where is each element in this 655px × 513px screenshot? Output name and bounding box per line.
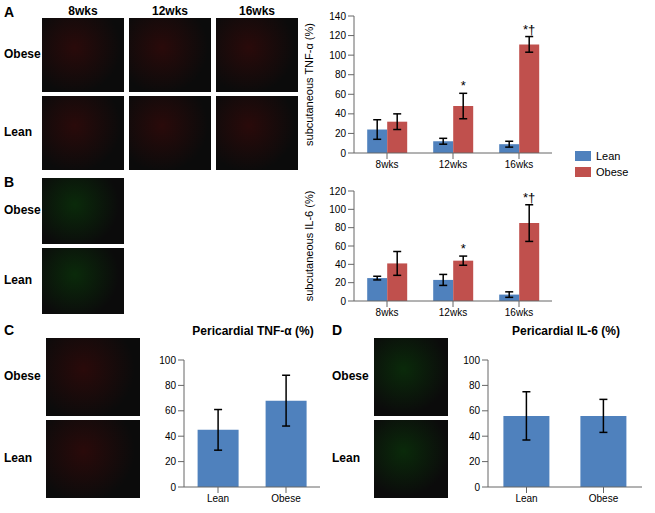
svg-text:40: 40 (165, 431, 177, 442)
html-text:8wks: 8wks (68, 4, 98, 18)
svg-text:0: 0 (474, 482, 480, 493)
svg-text:120: 120 (329, 30, 346, 41)
svg-text:0: 0 (340, 296, 346, 307)
svg-text:100: 100 (159, 355, 176, 366)
svg-text:Obese: Obese (589, 493, 619, 504)
html-text:D: D (332, 322, 343, 338)
svg-text:16wks: 16wks (505, 307, 533, 318)
svg-text:20: 20 (335, 277, 347, 288)
html-text:Obese: Obese (4, 369, 41, 383)
svg-text:subcutaneous TNF-α (%): subcutaneous TNF-α (%) (303, 23, 315, 146)
svg-text:120: 120 (329, 186, 346, 197)
html-text:Lean: Lean (596, 150, 621, 162)
svg-text:80: 80 (165, 380, 177, 391)
svg-text:20: 20 (165, 456, 177, 467)
svg-text:16wks: 16wks (505, 159, 533, 170)
svg-text:20: 20 (335, 128, 347, 139)
svg-text:*†: *† (523, 22, 535, 37)
html-text:A: A (4, 4, 15, 20)
svg-text:Lean: Lean (207, 493, 229, 504)
svg-text:subcutaneous IL-6 (%): subcutaneous IL-6 (%) (303, 191, 315, 302)
html-text:B: B (4, 174, 15, 190)
svg-text:80: 80 (335, 69, 347, 80)
svg-text:0: 0 (170, 482, 176, 493)
svg-text:40: 40 (335, 259, 347, 270)
svg-text:60: 60 (335, 241, 347, 252)
svg-text:100: 100 (463, 355, 480, 366)
html-text:Lean: Lean (4, 273, 32, 287)
svg-text:Obese: Obese (271, 493, 301, 504)
html-text:C: C (4, 322, 15, 338)
svg-text:80: 80 (469, 380, 481, 391)
svg-text:12wks: 12wks (439, 159, 467, 170)
svg-text:60: 60 (165, 405, 177, 416)
svg-text:20: 20 (469, 456, 481, 467)
svg-text:60: 60 (335, 89, 347, 100)
html-text:Obese: Obese (4, 203, 41, 217)
html-text:Obese: Obese (596, 166, 629, 178)
html-text:Lean: Lean (4, 451, 32, 465)
svg-text:40: 40 (335, 108, 347, 119)
svg-text:Lean: Lean (515, 493, 537, 504)
html-text:Pericardial IL-6 (%): Pericardial IL-6 (%) (512, 324, 620, 338)
svg-text:8wks: 8wks (376, 159, 399, 170)
svg-text:*†: *† (523, 190, 535, 205)
svg-text:140: 140 (329, 11, 346, 22)
svg-text:*: * (461, 78, 466, 93)
html-text:Lean: Lean (332, 451, 360, 465)
svg-text:60: 60 (469, 405, 481, 416)
svg-text:100: 100 (329, 50, 346, 61)
html-text:Obese: Obese (4, 47, 41, 61)
html-text:16wks: 16wks (239, 4, 275, 18)
svg-text:40: 40 (469, 431, 481, 442)
html-text:12wks: 12wks (152, 4, 188, 18)
svg-text:100: 100 (329, 204, 346, 215)
svg-text:80: 80 (335, 222, 347, 233)
html-text:Lean: Lean (4, 125, 32, 139)
html-text:Obese: Obese (332, 369, 369, 383)
svg-text:*: * (461, 241, 466, 256)
html-text:Pericardial TNF-α (%): Pericardial TNF-α (%) (192, 324, 314, 338)
svg-text:12wks: 12wks (439, 307, 467, 318)
svg-text:0: 0 (340, 148, 346, 159)
svg-text:8wks: 8wks (376, 307, 399, 318)
